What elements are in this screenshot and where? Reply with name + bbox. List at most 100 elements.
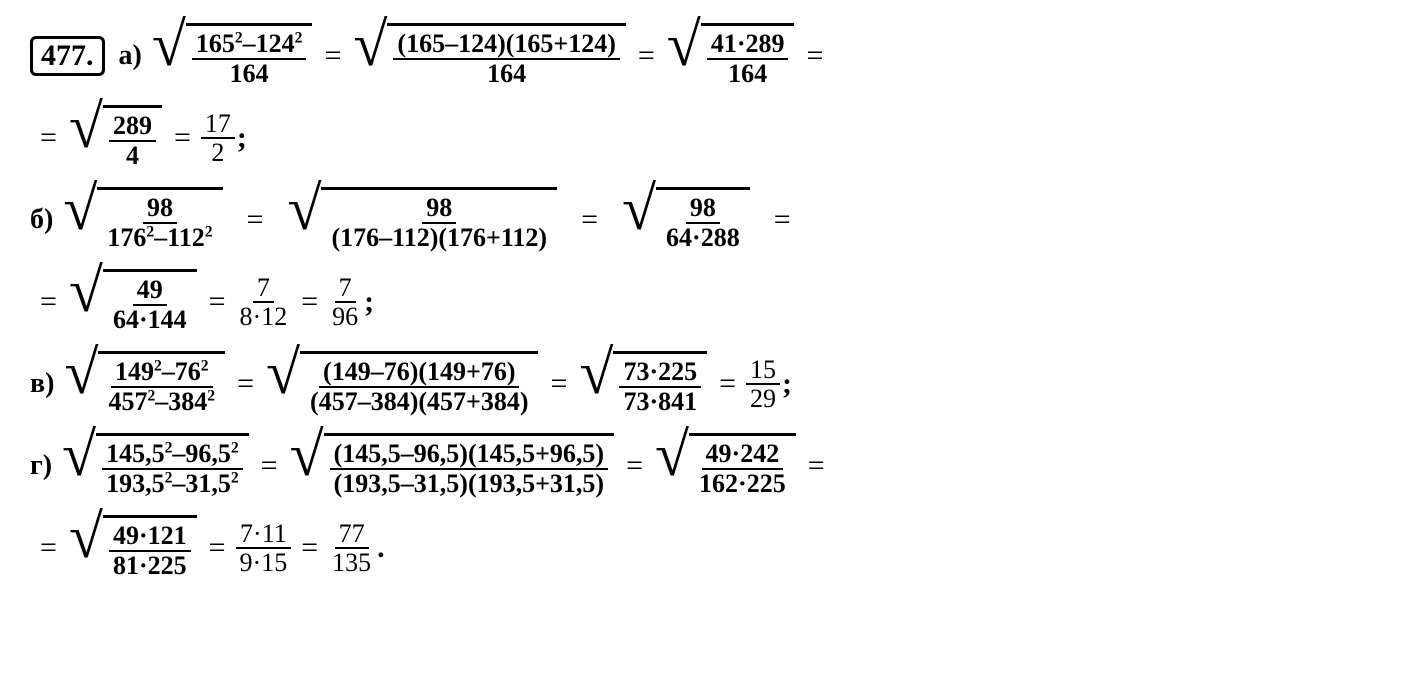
equals: = [774, 203, 791, 237]
num: 15 [746, 356, 780, 385]
sqrt-b2: √ 98 (176–112)(176+112) [287, 187, 557, 253]
equals: = [626, 449, 643, 483]
num: 98 [686, 194, 720, 223]
num: 98 [143, 194, 177, 223]
equals: = [40, 531, 57, 565]
row-d-line1: г) √ 145,52–96,52 193,52–31,52 = √ (145,… [30, 430, 1387, 502]
num: 49·121 [109, 522, 191, 551]
sqrt-d4: √ 49·121 81·225 [69, 515, 197, 581]
sqrt-d3: √ 49·242 162·225 [655, 433, 796, 499]
sqrt-d2: √ (145,5–96,5)(145,5+96,5) (193,5–31,5)(… [290, 433, 614, 499]
label-c: в) [30, 368, 54, 400]
num: 77 [335, 520, 369, 549]
sqrt-d1: √ 145,52–96,52 193,52–31,52 [62, 433, 249, 499]
punct: ; [364, 285, 374, 319]
radical-icon: √ [63, 185, 97, 233]
den: 164 [724, 60, 771, 87]
frac-d-r2: 77 135 [328, 520, 375, 577]
radical-icon: √ [287, 185, 321, 233]
den: 135 [328, 549, 375, 576]
equals: = [719, 367, 736, 401]
equals: = [209, 285, 226, 319]
num: 49 [133, 276, 167, 305]
problem-number: 477. [30, 36, 105, 76]
equals: = [40, 121, 57, 155]
equals: = [581, 203, 598, 237]
den: (193,5–31,5)(193,5+31,5) [330, 470, 608, 497]
equals: = [261, 449, 278, 483]
num: 1652–1242 [192, 30, 307, 59]
den: 164 [226, 60, 273, 87]
radical-icon: √ [266, 349, 300, 397]
den: 9·15 [236, 549, 292, 576]
num: (149–76)(149+76) [319, 358, 519, 387]
punct: . [377, 531, 385, 565]
sqrt-b3: √ 98 64·288 [622, 187, 750, 253]
den: 96 [328, 303, 362, 330]
label-d: г) [30, 450, 52, 482]
sqrt-c2: √ (149–76)(149+76) (457–384)(457+384) [266, 351, 538, 417]
equals: = [638, 39, 655, 73]
den: 29 [746, 385, 780, 412]
equals: = [209, 531, 226, 565]
equals: = [237, 367, 254, 401]
num: 49·242 [702, 440, 784, 469]
radical-icon: √ [353, 21, 387, 69]
row-b-line1: б) √ 98 1762–1122 = √ 98 (176–112)(176+1… [30, 184, 1387, 256]
equals: = [324, 39, 341, 73]
label-a: а) [119, 40, 142, 72]
num: (145,5–96,5)(145,5+96,5) [330, 440, 608, 469]
num: 7 [335, 274, 356, 303]
radical-icon: √ [152, 21, 186, 69]
row-a-line1: 477. а) √ 1652–1242 164 = √ (165–124)(16… [30, 20, 1387, 92]
num: 41·289 [707, 30, 789, 59]
sqrt-a3: √ 41·289 164 [667, 23, 795, 89]
equals: = [40, 285, 57, 319]
row-b-line2: = √ 49 64·144 = 7 8·12 = 7 96 ; [30, 266, 1387, 338]
den: 64·144 [109, 306, 191, 333]
den: 1762–1122 [103, 224, 216, 251]
equals: = [174, 121, 191, 155]
num: 1492–762 [111, 358, 213, 387]
den: 64·288 [662, 224, 744, 251]
frac-b-r1: 7 8·12 [236, 274, 292, 331]
num: 7 [253, 274, 274, 303]
row-d-line2: = √ 49·121 81·225 = 7·11 9·15 = 77 135 . [30, 512, 1387, 584]
punct: ; [237, 121, 247, 155]
radical-icon: √ [290, 431, 324, 479]
equals: = [808, 449, 825, 483]
radical-icon: √ [655, 431, 689, 479]
equals: = [301, 285, 318, 319]
den: 164 [483, 60, 530, 87]
label-b: б) [30, 204, 53, 236]
den: 73·841 [619, 388, 701, 415]
sqrt-b4: √ 49 64·144 [69, 269, 197, 335]
equals: = [247, 203, 264, 237]
frac-d-r1: 7·11 9·15 [236, 520, 292, 577]
radical-icon: √ [64, 349, 98, 397]
row-a-line2: = √ 289 4 = 17 2 ; [30, 102, 1387, 174]
result-c: 15 29 [746, 356, 780, 413]
num: (165–124)(165+124) [393, 30, 619, 59]
equals: = [550, 367, 567, 401]
num: 145,52–96,52 [102, 440, 243, 469]
radical-icon: √ [69, 513, 103, 561]
num: 7·11 [236, 520, 291, 549]
num: 17 [201, 110, 235, 139]
den: 81·225 [109, 552, 191, 579]
radical-icon: √ [622, 185, 656, 233]
sqrt-b1: √ 98 1762–1122 [63, 187, 222, 253]
row-c-line1: в) √ 1492–762 4572–3842 = √ (149–76)(149… [30, 348, 1387, 420]
den: 8·12 [236, 303, 292, 330]
radical-icon: √ [62, 431, 96, 479]
den: 193,52–31,52 [102, 470, 243, 497]
sqrt-a4: √ 289 4 [69, 105, 162, 171]
num: 73·225 [619, 358, 701, 387]
radical-icon: √ [69, 103, 103, 151]
den: (457–384)(457+384) [306, 388, 532, 415]
den: 4 [122, 142, 143, 169]
radical-icon: √ [69, 267, 103, 315]
frac-b-r2: 7 96 [328, 274, 362, 331]
den: (176–112)(176+112) [327, 224, 551, 251]
punct: ; [782, 367, 792, 401]
